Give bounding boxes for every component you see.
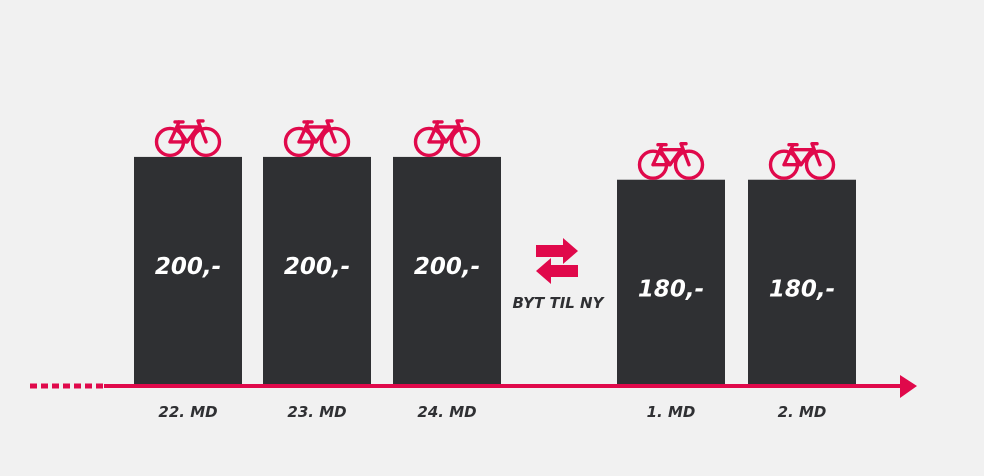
swap-annotation: BYT TIL NY	[513, 238, 606, 312]
bicycle-icon	[413, 119, 481, 158]
bar-group: 180,- 2. MD	[748, 142, 856, 421]
bar-value-label: 200,-	[414, 254, 480, 280]
bar	[134, 156, 242, 385]
bar	[617, 179, 725, 385]
bar	[748, 179, 856, 385]
timeline-axis	[30, 375, 917, 398]
timeline-arrow-icon	[900, 375, 917, 398]
bicycle-icon	[154, 119, 222, 158]
month-label: 22. MD	[158, 403, 217, 421]
bar-group: 180,- 1. MD	[617, 142, 725, 421]
swap-label: BYT TIL NY	[513, 294, 606, 312]
bicycle-icon	[768, 142, 836, 180]
bar-value-label: 180,-	[769, 277, 835, 303]
bar-value-label: 180,-	[638, 277, 704, 303]
month-label: 23. MD	[287, 403, 346, 421]
bars: 200,- 22. MD 200,- 23. MD 200,- 24. MD 180,- 1.…	[134, 119, 856, 421]
bar	[263, 156, 371, 385]
bar-group: 200,- 22. MD	[134, 119, 242, 421]
swap-arrows-icon	[536, 238, 578, 284]
bar-value-label: 200,-	[284, 254, 350, 280]
bar-value-label: 200,-	[155, 254, 221, 280]
month-label: 2. MD	[778, 403, 827, 421]
bar-group: 200,- 24. MD	[393, 119, 501, 421]
bar	[393, 156, 501, 385]
month-label: 1. MD	[647, 403, 696, 421]
month-label: 24. MD	[417, 403, 476, 421]
bicycle-icon	[283, 119, 351, 158]
bicycle-icon	[637, 142, 705, 180]
bar-group: 200,- 23. MD	[263, 119, 371, 421]
